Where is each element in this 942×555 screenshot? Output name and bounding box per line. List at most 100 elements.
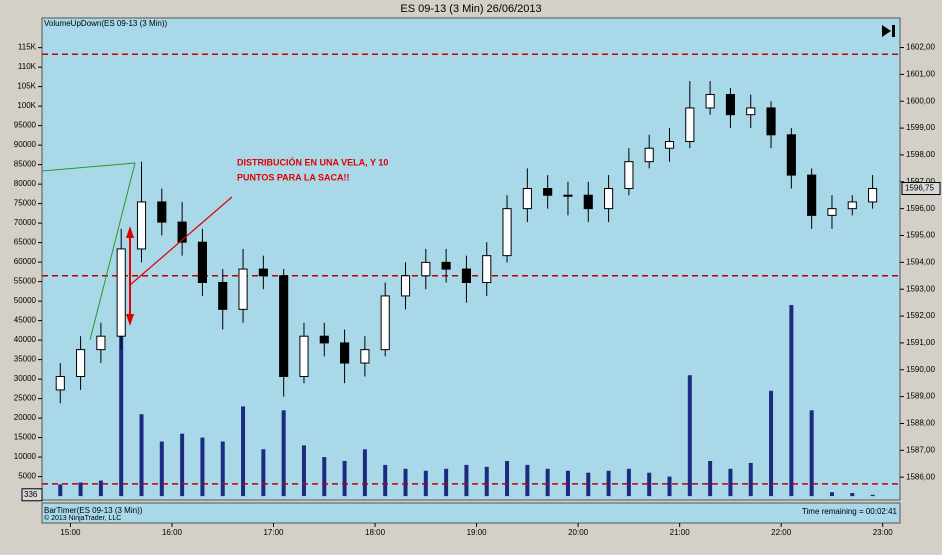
candle-body [340, 342, 350, 364]
candle-body [868, 188, 878, 203]
x-tick-label: 17:00 [263, 528, 284, 537]
y-tick-label: 1586,00 [906, 472, 935, 481]
volume-bar [769, 390, 774, 497]
volume-bar [464, 464, 469, 497]
candle-body [786, 134, 796, 176]
candle-body [624, 161, 634, 190]
y2-tick-label: 85000 [14, 160, 37, 169]
volume-bar [383, 464, 388, 497]
candle-body [299, 335, 309, 377]
volume-bar [708, 461, 713, 497]
volume-bar [647, 472, 652, 497]
candle-body [279, 275, 289, 377]
volume-bar [870, 494, 875, 497]
candle-body [400, 275, 411, 297]
play-icon[interactable] [882, 25, 895, 37]
y2-tick-label: 50000 [14, 296, 37, 305]
candle-body [685, 107, 695, 143]
candle-body [380, 295, 390, 351]
drawings [41, 162, 233, 341]
y2-tick-label: 80000 [14, 179, 37, 188]
candle-body [441, 261, 451, 270]
candle-body [157, 201, 167, 223]
volume-bar [586, 472, 591, 497]
x-tick-label: 16:00 [162, 528, 183, 537]
timer-panel [41, 502, 901, 524]
candle-body [807, 174, 817, 216]
volume-bar [545, 468, 550, 497]
arrow-head [126, 314, 134, 326]
annotation-line: DISTRIBUCIÓN EN UNA VELA, Y 10 [237, 156, 388, 167]
candle-body [421, 261, 431, 277]
volume-bar [119, 332, 124, 497]
candle-body [644, 147, 654, 163]
volume-bar [78, 482, 83, 497]
y-tick-label: 1592,00 [906, 311, 935, 320]
last-volume-label: 336 [24, 490, 38, 499]
y2-tick-label: 40000 [14, 335, 37, 344]
y2-tick-label: 90000 [14, 140, 37, 149]
y2-tick-label: 65000 [14, 238, 37, 247]
volume-bar [403, 468, 408, 497]
y2-tick-label: 5000 [18, 472, 36, 481]
candle-body [725, 94, 735, 116]
last-price-label: 1596,75 [905, 184, 934, 193]
y-tick-label: 1587,00 [906, 445, 935, 454]
candle-body [604, 188, 614, 210]
volume-bar [322, 457, 327, 497]
candle-body [197, 241, 207, 283]
candle-body [55, 375, 65, 391]
volume-bar [850, 492, 855, 497]
y-tick-label: 1597,00 [906, 177, 935, 186]
y-tick-label: 1595,00 [906, 231, 935, 240]
volume-bar [606, 470, 611, 497]
candle-body [705, 94, 715, 109]
candle-body [827, 208, 837, 216]
annotation-line: PUNTOS PARA LA SACA!! [237, 172, 350, 182]
x-tick-label: 22:00 [771, 528, 792, 537]
y2-tick-label: 35000 [14, 355, 37, 364]
x-tick-label: 19:00 [467, 528, 488, 537]
x-tick-label: 23:00 [873, 528, 894, 537]
volume-bar [525, 464, 530, 497]
y2-tick-label: 110K [18, 62, 37, 71]
volume-bar [139, 414, 144, 497]
volume-bar [728, 468, 733, 497]
y2-tick-label: 55000 [14, 277, 37, 286]
candle-body [360, 349, 370, 364]
timer-label: BarTimer(ES 09-13 (3 Min)) [44, 506, 143, 515]
last-volume-box [21, 488, 43, 502]
volume-bar [159, 441, 164, 497]
y2-tick-label: 105K [17, 82, 36, 91]
time-remaining: Time remaining = 00:02:41 [802, 507, 898, 516]
candle-body [522, 188, 532, 210]
candle-body [543, 188, 553, 196]
volume-bar [58, 484, 63, 497]
candle-body [116, 248, 126, 337]
x-tick-label: 15:00 [60, 528, 81, 537]
volume-bar [789, 305, 794, 497]
y2-tick-label: 25000 [14, 394, 37, 403]
volume-bar [505, 461, 510, 497]
candle-body [766, 107, 776, 136]
volume-bar [220, 441, 225, 497]
y-tick-label: 1593,00 [906, 284, 935, 293]
y-tick-label: 1598,00 [906, 150, 935, 159]
candle-body [319, 335, 329, 344]
volume-bar [301, 445, 306, 497]
volume-bar [281, 410, 286, 497]
volume-bar [748, 462, 753, 497]
chart-title: ES 09-13 (3 Min) 26/06/2013 [400, 3, 541, 15]
y2-tick-label: 95000 [14, 121, 37, 130]
indicator-label: VolumeUpDown(ES 09-13 (3 Min)) [44, 19, 167, 28]
candle-body [583, 194, 593, 210]
y-tick-label: 1589,00 [906, 392, 935, 401]
y-tick-label: 1590,00 [906, 365, 935, 374]
volume-bar [626, 468, 631, 497]
y2-tick-label: 15000 [14, 433, 37, 442]
y2-tick-label: 10000 [14, 452, 37, 461]
y-tick-label: 1588,00 [906, 419, 935, 428]
candle-body [461, 268, 471, 283]
y2-tick-label: 100K [17, 101, 36, 110]
